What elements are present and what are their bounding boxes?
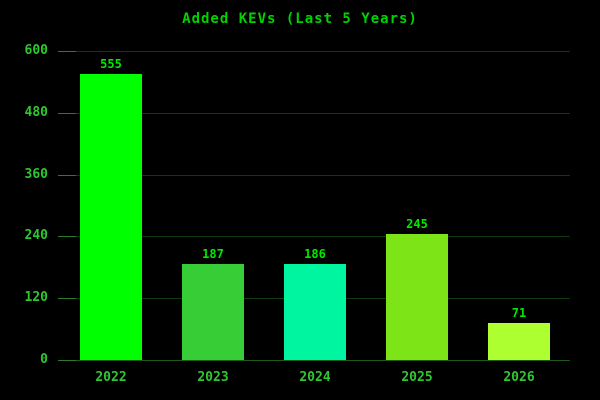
- y-tick-mark: [58, 113, 76, 114]
- y-tick-mark: [58, 236, 76, 237]
- x-tick-label: 2025: [401, 370, 433, 385]
- gridline: [58, 51, 570, 52]
- bar-value-label: 245: [406, 217, 428, 231]
- y-tick-mark: [58, 360, 76, 361]
- x-tick-label: 2023: [197, 370, 229, 385]
- bar-value-label: 555: [100, 57, 122, 71]
- bar-value-label: 187: [202, 247, 224, 261]
- y-tick-label: 600: [24, 43, 48, 58]
- x-tick-label: 2026: [503, 370, 535, 385]
- gridline: [58, 175, 570, 176]
- gridline: [58, 236, 570, 237]
- bar-2022: [80, 74, 142, 360]
- bar-2023: [182, 264, 244, 360]
- y-tick-label: 360: [24, 167, 48, 182]
- y-tick-mark: [58, 51, 76, 52]
- bar-value-label: 186: [304, 247, 326, 261]
- y-tick-label: 480: [24, 105, 48, 120]
- bar-value-label: 71: [511, 306, 527, 320]
- bar-2026: [488, 323, 550, 360]
- y-tick-label: 120: [24, 290, 48, 305]
- bar-2024: [284, 264, 346, 360]
- x-tick-label: 2022: [95, 370, 127, 385]
- chart-title: Added KEVs (Last 5 Years): [182, 11, 418, 27]
- y-tick-label: 240: [24, 228, 48, 243]
- x-axis-line: [58, 360, 570, 361]
- y-tick-mark: [58, 298, 76, 299]
- y-tick-mark: [58, 175, 76, 176]
- gridline: [58, 113, 570, 114]
- y-tick-label: 0: [40, 352, 48, 367]
- x-tick-label: 2024: [299, 370, 331, 385]
- bar-2025: [386, 234, 448, 360]
